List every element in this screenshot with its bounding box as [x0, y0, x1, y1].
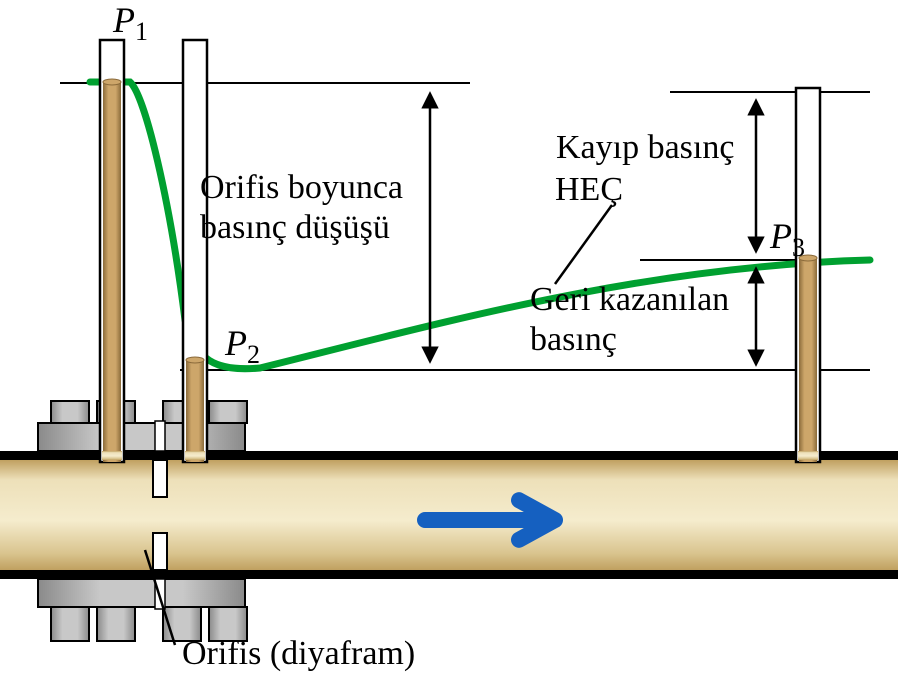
- tube-p1-fluid: [103, 82, 121, 462]
- tube-port: [102, 451, 122, 460]
- flange-stud: [97, 607, 135, 641]
- pipe-wall-bot: [0, 570, 898, 579]
- tube-p1-meniscus: [103, 79, 121, 85]
- tube-port: [798, 451, 818, 460]
- pipe-wall-top: [0, 451, 898, 460]
- tube-p3-fluid: [799, 258, 817, 462]
- tube-p2-meniscus: [186, 357, 204, 363]
- tube-port: [185, 451, 205, 460]
- label-hgl: HEÇ: [555, 171, 623, 208]
- tube-p2-fluid: [186, 360, 204, 462]
- flange-stud: [51, 401, 89, 423]
- label-recov-2: basınç: [530, 321, 617, 358]
- flange-stud: [51, 607, 89, 641]
- flange-stud: [209, 401, 247, 423]
- label-drop-2: basınç düşüşü: [200, 209, 390, 246]
- label-drop-1: Orifis boyunca: [200, 169, 403, 206]
- orifice-plate-top: [153, 460, 167, 497]
- label-lost: Kayıp basınç: [556, 129, 734, 166]
- label-p2: P2: [224, 323, 260, 369]
- flange-plate-top: [38, 423, 245, 451]
- flange-plate-bot: [38, 579, 245, 607]
- orifice-plate-bot: [153, 533, 167, 570]
- label-recov-1: Geri kazanılan: [530, 281, 729, 318]
- label-p1: P1: [112, 0, 148, 46]
- orifice-top-gap: [155, 421, 165, 451]
- label-orifice: Orifis (diyafram): [182, 635, 415, 672]
- hgl-leader: [555, 205, 612, 284]
